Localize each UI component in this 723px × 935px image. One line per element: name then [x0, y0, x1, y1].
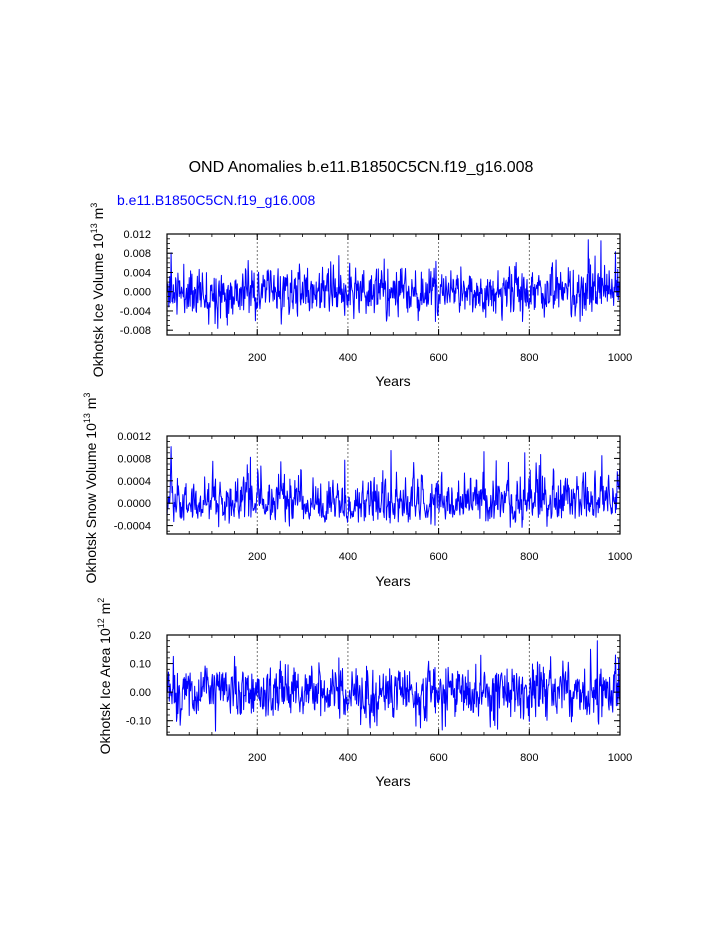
- ylabel-exponent: 13: [82, 413, 92, 423]
- y-tick-label: 0.0004: [117, 476, 151, 488]
- ylabel-unit: m: [97, 603, 113, 619]
- ylabel-unit-exponent: 3: [82, 393, 92, 398]
- y-tick-label: 0.0000: [117, 498, 151, 510]
- x-tick-label: 800: [520, 352, 538, 364]
- y-tick-label: 0.10: [130, 659, 151, 671]
- y-tick-label: -0.0004: [114, 521, 151, 533]
- x-tick-label: 200: [248, 752, 266, 764]
- figure-subtitle: b.e11.B1850C5CN.f19_g16.008: [117, 192, 315, 208]
- y-tick-label: -0.004: [120, 306, 151, 318]
- ylabel-unit: m: [90, 208, 106, 224]
- ylabel-text: Okhotsk Ice Area 10: [97, 628, 113, 754]
- ylabel-exponent: 13: [89, 223, 99, 233]
- y-tick-label: -0.008: [120, 325, 151, 337]
- series-line: [166, 446, 621, 528]
- ylabel-ice-volume: Okhotsk Ice Volume 1013 m3: [89, 203, 106, 378]
- x-tick-label: 600: [429, 551, 447, 563]
- y-tick-label: 0.004: [123, 267, 151, 279]
- figure-title: OND Anomalies b.e11.B1850C5CN.f19_g16.00…: [189, 159, 534, 176]
- y-tick-label: 0.012: [123, 229, 151, 241]
- ylabel-snow-volume: Okhotsk Snow Volume 1013 m3: [82, 393, 99, 584]
- panel-ice-volume: Okhotsk Ice Volume 1013 m3 Years 200 400 6…: [89, 203, 632, 389]
- ylabel-text: Okhotsk Snow Volume 10: [83, 423, 99, 584]
- x-tick-label: 1000: [608, 752, 632, 764]
- y-tick-label: 0.008: [123, 248, 151, 260]
- ylabel-unit: m: [83, 398, 99, 414]
- x-tick-label: 1000: [608, 551, 632, 563]
- x-tick-label: 800: [520, 551, 538, 563]
- x-tick-label: 200: [248, 352, 266, 364]
- x-tick-label: 400: [339, 551, 357, 563]
- y-tick-label: -0.10: [126, 716, 151, 728]
- x-tick-label: 1000: [608, 352, 632, 364]
- panel-snow-volume: Okhotsk Snow Volume 1013 m3 Years 200 400…: [82, 393, 632, 589]
- x-tick-label: 800: [520, 752, 538, 764]
- panel-ice-area: Okhotsk Ice Area 1012 m2 Years 200 400 600…: [96, 598, 632, 789]
- x-tick-label: 400: [339, 352, 357, 364]
- y-tick-label: 0.00: [130, 687, 151, 699]
- y-tick-label: 0.000: [123, 287, 151, 299]
- x-tick-label: 200: [248, 551, 266, 563]
- ylabel-unit-exponent: 2: [96, 598, 106, 603]
- xlabel-ice-area: Years: [375, 773, 410, 789]
- xlabel-ice-volume: Years: [375, 373, 410, 389]
- x-tick-label: 600: [429, 752, 447, 764]
- series-line: [166, 640, 621, 732]
- y-tick-label: 0.0008: [117, 453, 151, 465]
- y-tick-label: 0.20: [130, 630, 151, 642]
- xlabel-snow-volume: Years: [375, 573, 410, 589]
- x-tick-label: 600: [429, 352, 447, 364]
- y-tick-label: 0.0012: [117, 431, 151, 443]
- ylabel-exponent: 12: [96, 618, 106, 628]
- ylabel-ice-area: Okhotsk Ice Area 1012 m2: [96, 598, 113, 755]
- ylabel-text: Okhotsk Ice Volume 10: [90, 233, 106, 377]
- series-line: [166, 239, 621, 329]
- ylabel-unit-exponent: 3: [89, 203, 99, 208]
- x-tick-label: 400: [339, 752, 357, 764]
